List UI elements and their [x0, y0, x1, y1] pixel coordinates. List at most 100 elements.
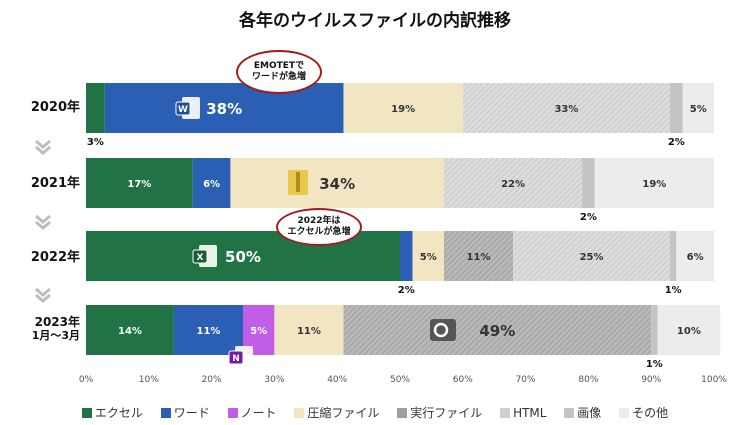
- legend-label-html: HTML: [513, 406, 547, 420]
- legend-item-word: ワード: [160, 404, 210, 421]
- x-tick-label-2: 20%: [202, 375, 222, 385]
- bar-executable-row-3: [343, 305, 652, 355]
- bar-image-row-0: [670, 83, 683, 133]
- legend-label-other: その他: [632, 406, 669, 420]
- year-label-2023-sub: 1月～3月: [31, 328, 80, 342]
- data-label-excel-row-2: 50%: [225, 248, 261, 266]
- x-tick-label-0: 0%: [79, 375, 94, 385]
- year-label-2022: 2022年: [0, 250, 80, 266]
- data-label-word-row-3: 11%: [196, 326, 220, 337]
- legend-item-executable: 実行ファイル: [397, 404, 482, 421]
- word-icon: W: [175, 97, 200, 119]
- data-label-excel-row-0: 3%: [87, 137, 104, 148]
- bar-archive-row-2: [412, 231, 444, 281]
- data-label-word-row-0: 38%: [206, 100, 242, 118]
- year-label-2022-text: 2022年: [30, 250, 80, 265]
- bar-word-row-1: [192, 158, 231, 208]
- chevron-down-icon: [35, 287, 51, 303]
- bar-word-row-3: [173, 305, 243, 355]
- data-label-html-row-1: 22%: [501, 179, 525, 190]
- callout-excel: 2022年は エクセルが急増: [276, 208, 362, 246]
- data-label-image-row-3: 1%: [646, 359, 663, 370]
- bar-other-row-0: [682, 83, 714, 133]
- bar-other-row-1: [594, 158, 714, 208]
- bar-word-row-2: [400, 231, 413, 281]
- x-tick-label-9: 90%: [641, 375, 661, 385]
- year-label-2023: 2023年 1月～3月: [0, 315, 80, 342]
- svg-text:W: W: [178, 105, 188, 115]
- callout-emotet: EMOTETで ワードが急増: [236, 50, 322, 94]
- data-label-other-row-0: 5%: [690, 104, 707, 115]
- legend-item-image: 画像: [564, 404, 601, 421]
- year-label-2021: 2021年: [0, 176, 80, 192]
- data-label-other-row-1: 19%: [642, 179, 666, 190]
- x-tick-label-3: 30%: [264, 375, 284, 385]
- data-label-note-row-3: 5%: [250, 326, 267, 337]
- gear-icon: [430, 319, 456, 341]
- legend-swatch-other: [619, 408, 630, 418]
- x-tick-label-8: 80%: [578, 375, 598, 385]
- bar-excel-row-3: [86, 305, 174, 355]
- bar-archive-row-1: [230, 158, 444, 208]
- bar-image-row-3: [651, 305, 658, 355]
- data-label-image-row-0: 2%: [668, 137, 685, 148]
- year-label-2020: 2020年: [0, 100, 80, 116]
- bar-archive-row-0: [343, 83, 463, 133]
- data-label-executable-row-2: 11%: [467, 252, 491, 263]
- bar-other-row-3: [657, 305, 721, 355]
- callout-emotet-line2: ワードが急増: [251, 72, 306, 82]
- bar-word-row-0: [104, 83, 344, 133]
- bar-excel-row-0: [86, 83, 105, 133]
- legend-label-archive: 圧縮ファイル: [307, 406, 380, 420]
- bar-image-row-1: [582, 158, 595, 208]
- legend-item-archive: 圧縮ファイル: [294, 404, 379, 421]
- data-label-archive-row-0: 19%: [391, 104, 415, 115]
- bar-executable-row-2: [443, 231, 514, 281]
- legend-swatch-executable: [397, 408, 408, 418]
- data-label-excel-row-3: 14%: [118, 326, 142, 337]
- legend-label-note: ノート: [240, 406, 277, 420]
- legend-item-note: ノート: [227, 404, 277, 421]
- data-label-word-row-1: 6%: [203, 179, 220, 190]
- data-label-html-row-0: 33%: [554, 104, 578, 115]
- bar-html-row-0: [462, 83, 671, 133]
- data-label-excel-row-1: 17%: [127, 179, 151, 190]
- bar-excel-row-1: [86, 158, 193, 208]
- legend-label-image: 画像: [577, 406, 602, 420]
- x-tick-label-1: 10%: [139, 375, 159, 385]
- data-label-html-row-2: 25%: [580, 252, 604, 263]
- x-tick-label-5: 50%: [390, 375, 410, 385]
- callout-excel-line1: 2022年は: [297, 216, 341, 227]
- data-label-other-row-3: 10%: [677, 326, 701, 337]
- legend-item-excel: エクセル: [81, 404, 143, 421]
- legend-swatch-excel: [81, 408, 92, 418]
- legend-swatch-html: [500, 408, 511, 418]
- bar-image-row-2: [670, 231, 677, 281]
- data-label-image-row-1: 2%: [580, 212, 597, 223]
- bar-html-row-2: [513, 231, 671, 281]
- x-tick-label-10: 100%: [701, 375, 727, 385]
- callout-excel-line2: エクセルが急増: [287, 227, 351, 237]
- legend-label-excel: エクセル: [94, 406, 143, 420]
- x-tick-label-7: 70%: [516, 375, 536, 385]
- legend-item-other: その他: [619, 404, 668, 421]
- year-label-2021-text: 2021年: [30, 176, 80, 191]
- data-label-archive-row-2: 5%: [420, 252, 437, 263]
- data-label-image-row-2: 1%: [665, 285, 682, 296]
- svg-text:N: N: [232, 354, 240, 364]
- bar-archive-row-3: [274, 305, 344, 355]
- data-label-other-row-2: 6%: [687, 252, 704, 263]
- bar-other-row-2: [676, 231, 714, 281]
- svg-text:X: X: [197, 253, 204, 263]
- legend-swatch-word: [160, 408, 171, 418]
- legend-item-html: HTML: [500, 406, 546, 420]
- legend-label-word: ワード: [173, 406, 210, 420]
- chevron-down-icon: [35, 139, 51, 155]
- year-label-2023-text: 2023年: [34, 315, 80, 329]
- data-label-word-row-2: 2%: [398, 285, 415, 296]
- data-label-archive-row-1: 34%: [319, 175, 355, 193]
- zip-file-icon: [288, 170, 308, 195]
- data-label-executable-row-3: 49%: [479, 322, 515, 340]
- year-label-2020-text: 2020年: [30, 100, 80, 115]
